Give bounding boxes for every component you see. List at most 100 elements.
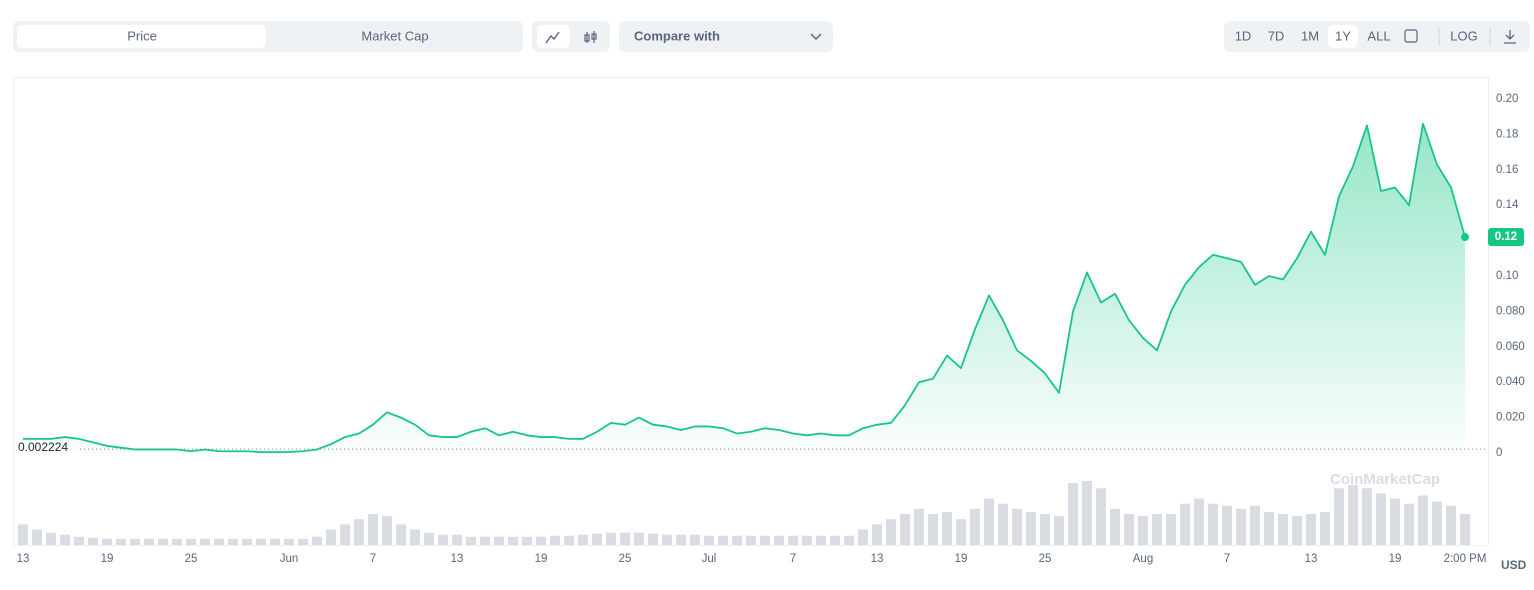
range-button[interactable]: 1Y [1335, 28, 1351, 43]
volume-bar [620, 532, 630, 545]
area-fill [23, 123, 1465, 453]
x-tick-label: 13 [17, 553, 30, 565]
line-type-button[interactable] [537, 25, 570, 48]
volume-bar [214, 538, 224, 545]
candle-icon[interactable] [584, 31, 597, 43]
x-tick-label: 2:00 PM [1444, 553, 1487, 565]
x-tick-label: 19 [1389, 553, 1402, 565]
range-button[interactable]: 1M [1301, 28, 1319, 43]
y-tick-label: 0.20 [1496, 93, 1518, 105]
tab-active[interactable] [17, 25, 266, 48]
volume-bar [1180, 503, 1190, 545]
volume-bar [704, 535, 714, 545]
volume-bar [1124, 514, 1134, 545]
compare-dropdown[interactable] [619, 21, 833, 52]
x-tick-label: 7 [1224, 553, 1230, 565]
x-tick-label: 25 [1039, 553, 1052, 565]
volume-bar [536, 536, 546, 545]
volume-bar [648, 533, 658, 545]
log-button[interactable]: LOG [1450, 28, 1477, 43]
volume-bar [1138, 516, 1148, 545]
price-line [330, 122, 1466, 445]
range-button[interactable]: 7D [1268, 28, 1285, 43]
tab[interactable]: Price [127, 28, 157, 43]
price-badge-label: 0.12 [1495, 231, 1517, 243]
chevron [810, 33, 822, 41]
volume-bar [1264, 511, 1274, 545]
volume-bar [690, 534, 700, 545]
volume-bar [774, 535, 784, 545]
download-icon[interactable] [1504, 30, 1516, 44]
volume-bar [788, 535, 798, 545]
y-tick-label: 0.020 [1496, 412, 1525, 424]
compare-label[interactable]: Compare with [634, 28, 720, 43]
y-tick-label: 0.060 [1496, 341, 1525, 353]
price-line [135, 443, 332, 454]
volume-bar [676, 534, 686, 545]
volume-bar [200, 538, 210, 545]
watermark: CoinMarketCap [1330, 471, 1440, 488]
y-tick-label: 0.16 [1496, 164, 1518, 176]
volume-bar [970, 508, 980, 545]
volume-bar [312, 536, 322, 545]
volume-bar [102, 538, 112, 545]
price-badge [1488, 228, 1524, 247]
volume-bar [1236, 508, 1246, 545]
range-group [1224, 21, 1530, 52]
volume-bar [1292, 516, 1302, 545]
range-button[interactable]: 1D [1235, 28, 1252, 43]
volume-bar [410, 529, 420, 545]
volume-bar [508, 536, 518, 545]
volume-bar [1152, 514, 1162, 545]
volume-bar [18, 524, 28, 545]
volume-bar [1446, 505, 1456, 545]
tab[interactable]: Market Cap [361, 28, 428, 43]
volume-bar [1460, 514, 1470, 545]
volume-bar [1278, 514, 1288, 545]
volume-bar [74, 536, 84, 545]
range-active[interactable] [1328, 25, 1358, 48]
currency-label: USD [1501, 558, 1527, 572]
x-tick-label: 7 [790, 553, 796, 565]
y-tick-label: 0 [1496, 447, 1502, 459]
volume-bar [1208, 503, 1218, 545]
volume-bar [186, 538, 196, 545]
x-tick-label: 19 [955, 553, 968, 565]
volume-bar [354, 519, 364, 545]
volume-bar [844, 535, 854, 545]
volume-bar [886, 519, 896, 545]
volume-bar [270, 538, 280, 545]
volume-bar [1376, 493, 1386, 545]
range-button[interactable]: ALL [1367, 28, 1390, 43]
volume-bar [1054, 516, 1064, 545]
volume-bar [438, 534, 448, 545]
volume-bar [326, 529, 336, 545]
volume-bar [158, 538, 168, 545]
volume-bar [578, 534, 588, 545]
volume-bar [228, 538, 238, 545]
volume-bar [32, 529, 42, 545]
line-icon [545, 31, 560, 44]
calendar-icon[interactable] [1404, 29, 1418, 43]
volume-bar [130, 538, 140, 545]
volume-bar [144, 538, 154, 545]
volume-bar [298, 538, 308, 545]
volume-bar [1040, 514, 1050, 545]
x-tick-label: 19 [535, 553, 548, 565]
volume-bar [564, 535, 574, 545]
y-tick-label: 0.10 [1496, 270, 1518, 282]
plot-frame [13, 77, 1489, 546]
volume-bar [60, 534, 70, 545]
x-tick-label: 13 [871, 553, 884, 565]
volume-bar [466, 536, 476, 545]
volume-bar [284, 538, 294, 545]
volume-bar [1222, 505, 1232, 545]
volume-bar [1026, 511, 1036, 545]
volume-bar [396, 524, 406, 545]
volume-bar [522, 536, 532, 545]
x-tick-label: Jul [702, 553, 717, 565]
volume-bar [900, 514, 910, 545]
volume-bar [46, 532, 56, 545]
